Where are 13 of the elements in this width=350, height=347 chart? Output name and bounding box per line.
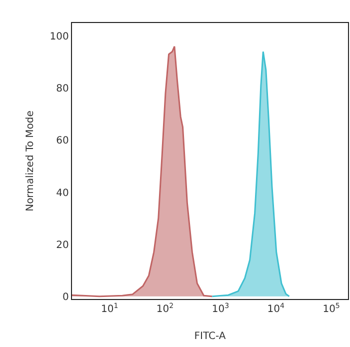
- y-tick-label: 0: [62, 292, 69, 303]
- y-tick-label: 20: [56, 240, 69, 251]
- y-tick-label: 80: [56, 84, 69, 95]
- x-tick-label: 10$^{3}$: [212, 302, 230, 316]
- x-tick-label: 10$^{4}$: [267, 302, 286, 316]
- x-axis-title: FITC-A: [194, 331, 226, 342]
- y-tick-label: 100: [50, 32, 69, 43]
- x-tick-label: 10$^{2}$: [156, 302, 174, 316]
- y-tick-label: 60: [56, 136, 69, 147]
- y-axis-title: Normalized To Mode: [24, 110, 36, 212]
- x-tick-label: 10$^{5}$: [322, 302, 340, 316]
- x-tick-label: 10$^{1}$: [100, 302, 118, 316]
- y-tick-label: 40: [56, 188, 69, 199]
